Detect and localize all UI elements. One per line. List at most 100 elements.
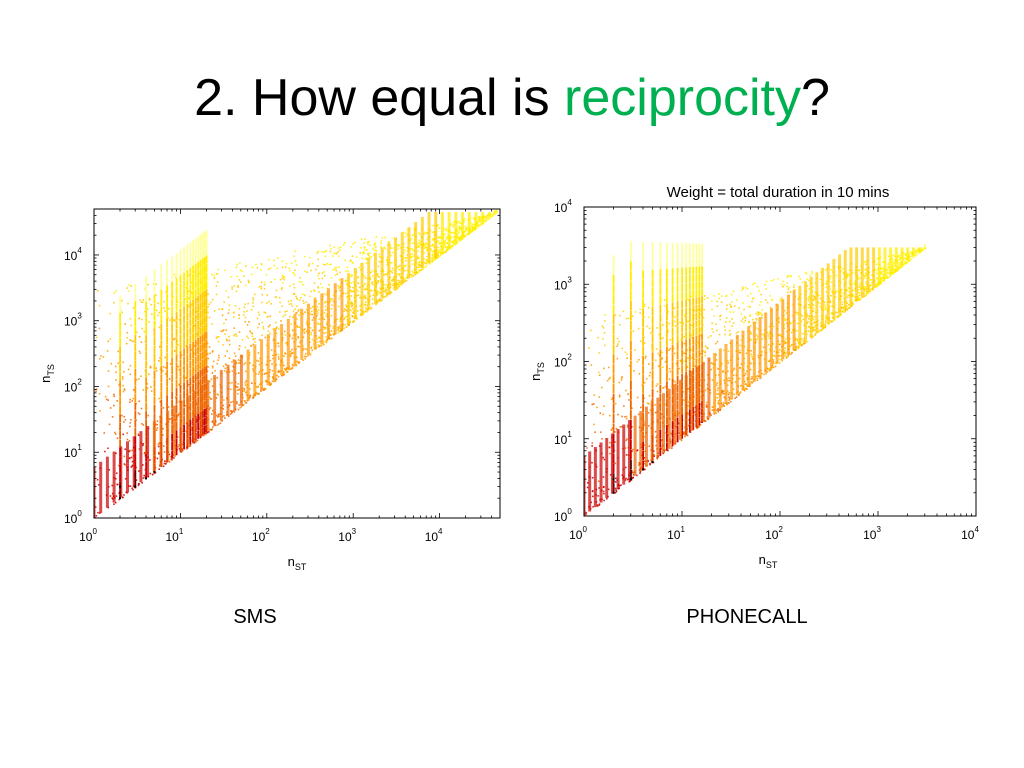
- density-streak: [134, 343, 137, 352]
- density-point: [316, 337, 319, 340]
- density-point: [886, 277, 889, 279]
- density-point: [839, 289, 842, 292]
- density-point: [294, 360, 297, 363]
- density-point: [810, 282, 812, 285]
- density-point: [843, 300, 846, 303]
- density-point: [618, 381, 621, 384]
- density-point: [710, 368, 713, 371]
- density-point: [708, 378, 711, 380]
- density-point: [807, 306, 810, 309]
- density-point: [325, 331, 327, 334]
- density-streak: [153, 421, 156, 430]
- density-point: [428, 228, 430, 230]
- density-point: [724, 359, 727, 361]
- density-point: [404, 235, 406, 238]
- density-point: [769, 336, 772, 339]
- density-point: [886, 271, 889, 273]
- density-point: [472, 229, 474, 232]
- density-point: [415, 272, 418, 275]
- density-point: [783, 349, 786, 352]
- density-point: [677, 372, 679, 374]
- density-point: [458, 240, 460, 243]
- density-point: [433, 255, 435, 257]
- density-point: [237, 383, 240, 385]
- density-point: [867, 273, 869, 275]
- density-point: [376, 294, 378, 296]
- density-streak: [189, 242, 192, 251]
- density-streak: [166, 302, 169, 311]
- density-point: [430, 250, 433, 252]
- density-streak: [134, 436, 137, 445]
- density-point: [867, 292, 869, 295]
- density-point: [317, 344, 320, 346]
- density-point: [687, 357, 689, 359]
- density-point: [332, 255, 334, 258]
- density-point: [164, 463, 167, 465]
- density-streak: [166, 361, 169, 370]
- density-point: [296, 325, 298, 327]
- density-streak: [201, 402, 204, 411]
- density-point: [795, 348, 797, 351]
- density-point: [281, 361, 284, 364]
- density-point: [285, 367, 288, 369]
- density-point: [365, 308, 368, 311]
- density-point: [923, 247, 926, 250]
- density-point: [169, 418, 172, 420]
- density-point: [749, 383, 752, 385]
- density-point: [873, 278, 876, 280]
- density-point: [618, 323, 621, 326]
- density-point: [651, 344, 653, 346]
- density-point: [365, 296, 367, 299]
- density-point: [363, 311, 366, 313]
- density-point: [233, 284, 236, 287]
- density-point: [342, 323, 344, 326]
- density-point: [380, 240, 383, 242]
- density-streak: [134, 326, 137, 335]
- density-point: [847, 307, 850, 309]
- density-point: [476, 222, 479, 225]
- density-point: [317, 312, 319, 315]
- density-point: [437, 240, 440, 242]
- density-point: [164, 373, 167, 375]
- density-streak: [199, 412, 202, 421]
- density-point: [326, 323, 328, 326]
- density-point: [812, 295, 815, 297]
- density-point: [494, 211, 497, 213]
- density-point: [660, 448, 662, 450]
- density-point: [878, 282, 880, 285]
- density-point: [409, 273, 412, 276]
- density-point: [456, 237, 458, 240]
- density-point: [377, 290, 380, 292]
- density-point: [150, 386, 152, 388]
- density-point: [780, 345, 783, 348]
- density-point: [888, 266, 890, 269]
- plot-background: [94, 209, 500, 518]
- density-point: [821, 328, 824, 330]
- density-streak: [183, 323, 185, 332]
- density-point: [218, 356, 220, 359]
- density-point: [421, 243, 424, 245]
- density-point: [811, 330, 814, 332]
- density-point: [739, 384, 742, 387]
- density-point: [706, 417, 709, 420]
- density-point: [648, 425, 650, 427]
- density-point: [389, 290, 392, 293]
- density-point: [394, 288, 397, 291]
- density-point: [383, 273, 385, 276]
- density-point: [216, 376, 219, 379]
- density-streak: [183, 441, 185, 450]
- density-point: [395, 282, 397, 285]
- density-point: [163, 307, 165, 309]
- density-point: [426, 246, 428, 249]
- density-point: [432, 259, 435, 262]
- density-point: [218, 354, 220, 357]
- density-point: [674, 320, 676, 323]
- density-point: [793, 289, 796, 291]
- density-point: [172, 418, 174, 421]
- density-point: [382, 269, 384, 271]
- density-point: [858, 299, 861, 301]
- density-point: [898, 264, 900, 267]
- density-point: [461, 237, 464, 240]
- density-point: [844, 271, 847, 274]
- density-point: [446, 247, 449, 250]
